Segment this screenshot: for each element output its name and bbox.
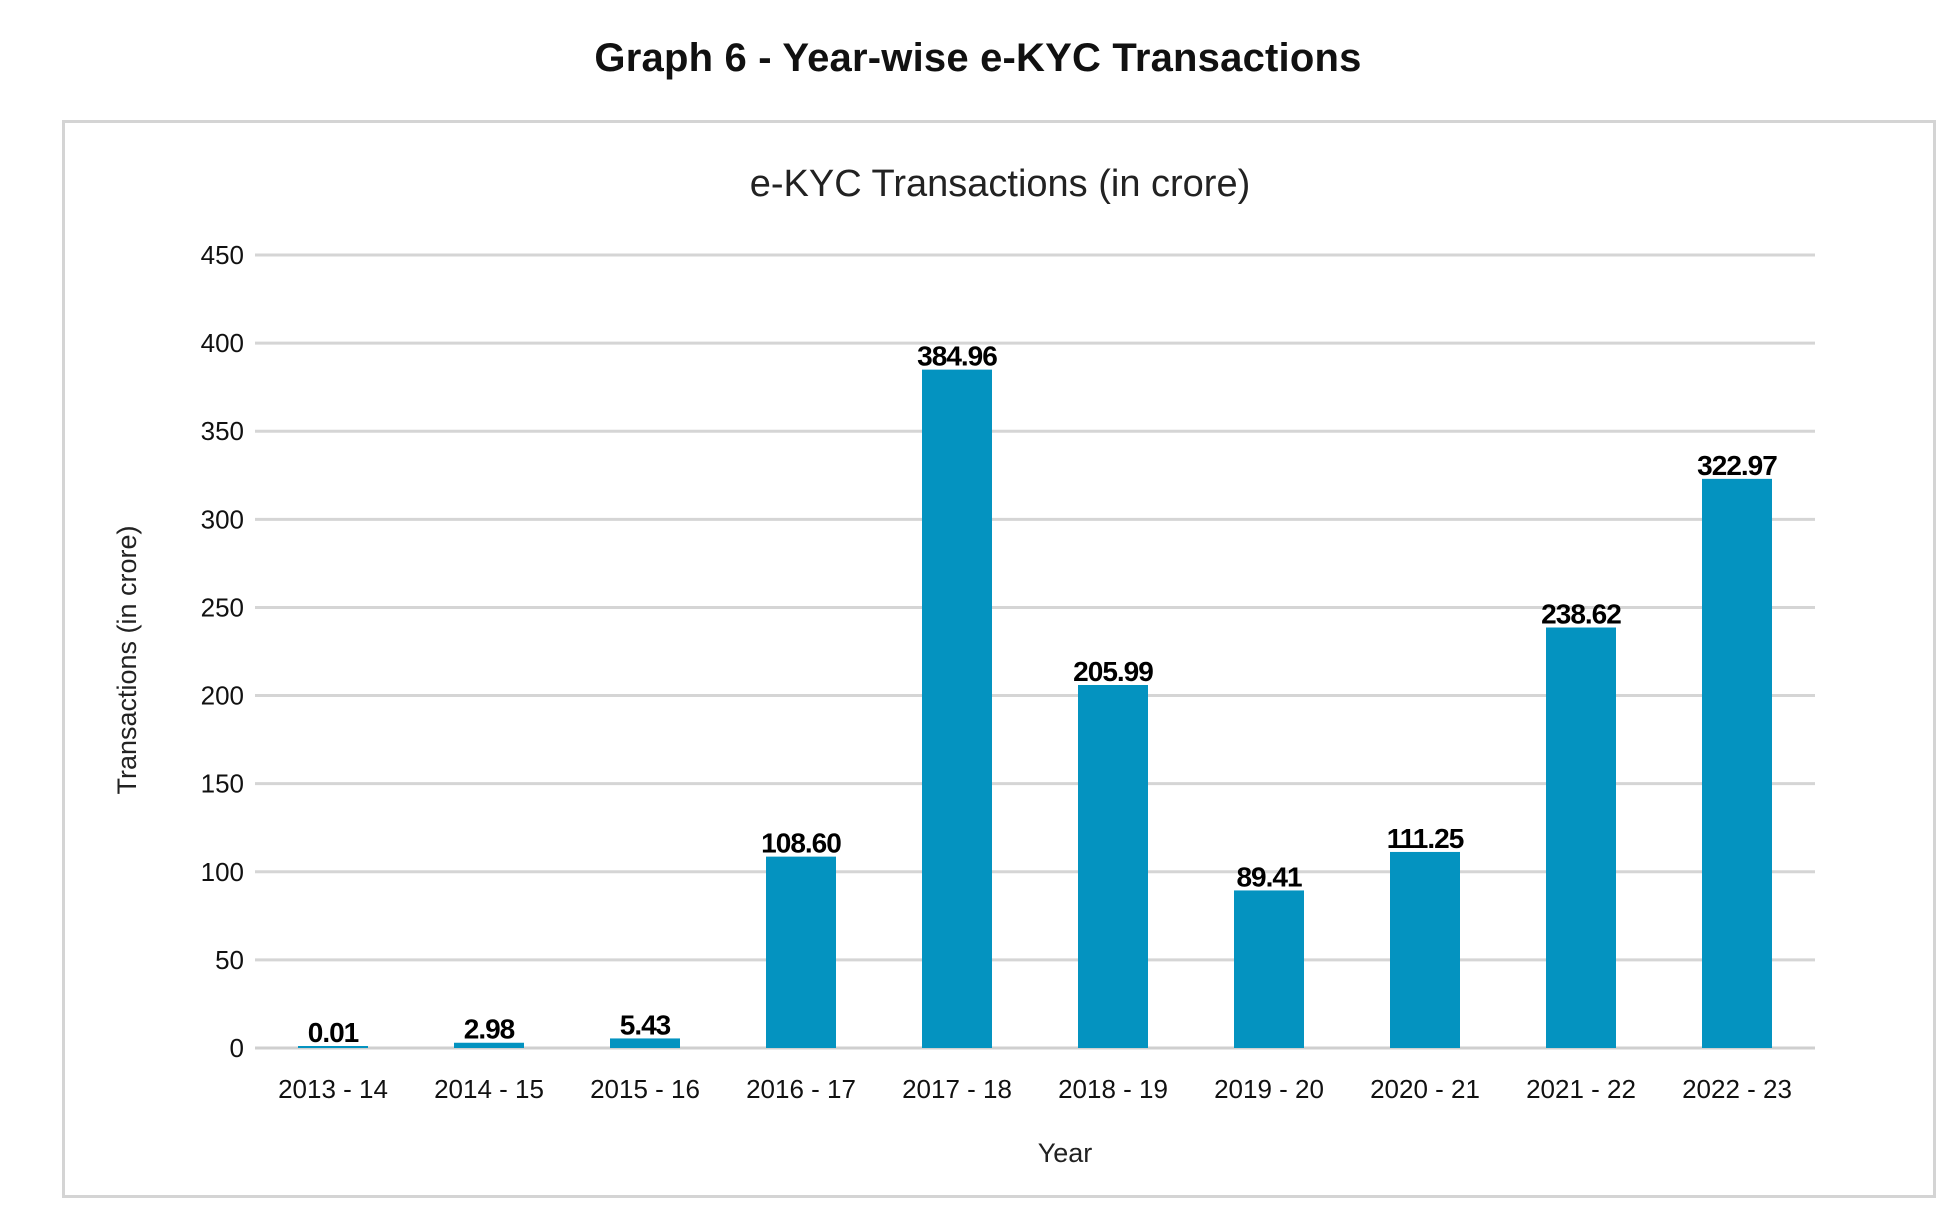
x-axis-title: Year — [1038, 1138, 1093, 1168]
data-label: 2.98 — [464, 1014, 515, 1045]
bar — [922, 369, 992, 1048]
data-label: 205.99 — [1073, 656, 1153, 687]
x-tick-label: 2021 - 22 — [1526, 1074, 1636, 1104]
bar — [454, 1042, 524, 1048]
bar — [1078, 684, 1148, 1048]
x-tick-label: 2015 - 16 — [590, 1074, 700, 1104]
graph-heading: Graph 6 - Year-wise e-KYC Transactions — [594, 36, 1362, 80]
x-tick-label: 2019 - 20 — [1214, 1074, 1324, 1104]
data-label: 322.97 — [1697, 450, 1777, 481]
y-tick-label: 200 — [201, 681, 244, 711]
x-tick-label: 2014 - 15 — [434, 1074, 544, 1104]
bar — [610, 1038, 680, 1048]
data-label: 238.62 — [1541, 598, 1621, 629]
x-tick-labels: 2013 - 14 2014 - 15 2015 - 16 2016 - 17 2017… — [278, 1074, 1792, 1104]
bar — [1546, 627, 1616, 1048]
data-labels: 0.01 2.98 5.43 108.60 384.96 205.99 89.41 111.2… — [308, 341, 1778, 1048]
y-tick-label: 300 — [201, 504, 244, 534]
y-tick-label: 350 — [201, 416, 244, 446]
bar — [1702, 478, 1772, 1048]
y-tick-label: 250 — [201, 592, 244, 622]
bars — [298, 369, 1772, 1048]
y-tick-label: 150 — [201, 769, 244, 799]
chart-frame — [62, 120, 1936, 1198]
bar — [766, 856, 836, 1048]
data-label: 108.60 — [761, 828, 841, 859]
x-tick-label: 2018 - 19 — [1058, 1074, 1168, 1104]
x-tick-label: 2020 - 21 — [1370, 1074, 1480, 1104]
y-axis-title: Transactions (in crore) — [112, 525, 142, 794]
x-tick-label: 2017 - 18 — [902, 1074, 1012, 1104]
x-tick-label: 2022 - 23 — [1682, 1074, 1792, 1104]
y-tick-label: 100 — [201, 857, 244, 887]
y-tick-labels: 0 50 100 150 200 250 300 350 400 450 — [201, 240, 244, 1063]
data-label: 0.01 — [308, 1017, 359, 1048]
data-label: 111.25 — [1387, 823, 1464, 854]
chart-title: e-KYC Transactions (in crore) — [750, 163, 1251, 205]
data-label: 5.43 — [620, 1009, 671, 1040]
data-label: 384.96 — [917, 341, 997, 372]
y-tick-label: 0 — [230, 1033, 244, 1063]
x-tick-label: 2016 - 17 — [746, 1074, 856, 1104]
bar — [1234, 890, 1304, 1048]
y-tick-label: 400 — [201, 328, 244, 358]
y-tick-label: 450 — [201, 240, 244, 270]
x-tick-label: 2013 - 14 — [278, 1074, 388, 1104]
data-label: 89.41 — [1236, 861, 1301, 892]
y-tick-label: 50 — [215, 945, 244, 975]
bar — [298, 1046, 368, 1048]
bar — [1390, 851, 1460, 1048]
